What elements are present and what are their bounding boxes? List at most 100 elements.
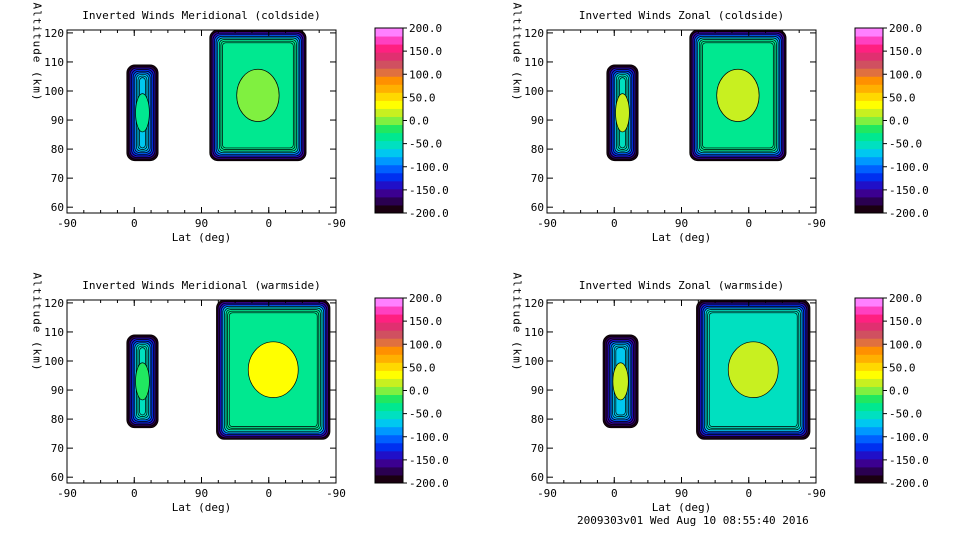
colorbar-swatch <box>855 466 883 476</box>
colorbar-swatch <box>855 188 883 198</box>
colorbar-swatch <box>855 338 883 347</box>
colorbar: 200.0 150.0 100.0 50.0 0.0 -50.0 -100.0 -150.0 -… <box>854 292 929 490</box>
colorbar-swatch <box>855 410 883 420</box>
colorbar-swatch <box>855 362 883 371</box>
y-tick-label: 120 <box>44 297 64 310</box>
contour-core <box>236 68 280 122</box>
y-axis-label: Altitude (km) <box>511 272 524 371</box>
x-tick-label: -90 <box>806 487 826 500</box>
colorbar-tick-label: 100.0 <box>889 68 922 81</box>
colorbar-swatch <box>375 330 403 339</box>
colorbar-tick-label: 150.0 <box>409 315 442 328</box>
colorbar-tick-label: 50.0 <box>409 91 436 104</box>
y-tick-label: 100 <box>44 85 64 98</box>
data-field <box>126 29 307 162</box>
y-tick-label: 110 <box>44 326 64 339</box>
colorbar-swatch <box>375 434 403 444</box>
colorbar-swatch <box>855 346 883 355</box>
x-tick-label: 90 <box>195 487 208 500</box>
x-tick-label: 0 <box>131 217 138 230</box>
colorbar-tick-label: -50.0 <box>409 408 442 421</box>
colorbar-swatch <box>855 442 883 452</box>
y-tick-label: 80 <box>51 143 64 156</box>
colorbar-swatch <box>855 306 883 315</box>
colorbar-swatch <box>855 116 883 126</box>
x-tick-label: -90 <box>326 217 346 230</box>
colorbar-swatch <box>855 418 883 428</box>
colorbar-swatch <box>375 386 403 396</box>
y-tick-label: 80 <box>531 143 544 156</box>
colorbar-tick-label: 150.0 <box>409 45 442 58</box>
colorbar-swatch <box>855 450 883 460</box>
colorbar-tick-label: 100.0 <box>409 338 442 351</box>
colorbar-swatch <box>375 156 403 166</box>
colorbar-swatch <box>375 28 403 37</box>
colorbar-swatch <box>855 60 883 69</box>
colorbar-swatch <box>375 108 403 117</box>
colorbar-swatch <box>375 338 403 347</box>
colorbar-swatch <box>375 68 403 77</box>
contour-core <box>612 362 629 401</box>
colorbar-tick-label: 150.0 <box>889 315 922 328</box>
colorbar-swatch <box>375 76 403 85</box>
colorbar-tick-label: 0.0 <box>889 385 909 398</box>
colorbar-swatch <box>375 44 403 53</box>
x-tick-label: 0 <box>745 217 752 230</box>
colorbar-swatch <box>375 418 403 428</box>
colorbar-swatch <box>855 378 883 387</box>
colorbar-swatch <box>375 370 403 379</box>
x-tick-label: 0 <box>265 217 272 230</box>
y-tick-label: 70 <box>51 172 64 185</box>
colorbar-tick-label: -150.0 <box>889 454 929 467</box>
panel-zonal-coldside: Inverted Winds Zonal (coldside) -90 0 90 0 -9… <box>511 2 929 244</box>
colorbar: 200.0 150.0 100.0 50.0 0.0 -50.0 -100.0 -150.0 -… <box>374 292 449 490</box>
colorbar-swatch <box>855 76 883 85</box>
x-axis-label: Lat (deg) <box>652 501 712 514</box>
colorbar-swatch <box>855 458 883 468</box>
colorbar-swatch <box>855 330 883 339</box>
colorbar-swatch <box>375 394 403 404</box>
contour-core <box>135 93 150 133</box>
colorbar-swatch <box>855 426 883 436</box>
colorbar-tick-label: -150.0 <box>409 454 449 467</box>
colorbar-swatch <box>855 132 883 142</box>
colorbar-swatch <box>855 322 883 331</box>
contour-core <box>716 68 760 122</box>
y-tick-label: 100 <box>524 85 544 98</box>
colorbar-swatch <box>855 354 883 363</box>
colorbar-swatch <box>855 156 883 166</box>
run-stamp: 2009303v01 Wed Aug 10 08:55:40 2016 <box>577 514 809 527</box>
colorbar-swatch <box>855 370 883 379</box>
colorbar-swatch <box>855 100 883 109</box>
colorbar-swatch <box>855 140 883 150</box>
colorbar-swatch <box>375 140 403 150</box>
y-tick-label: 60 <box>531 471 544 484</box>
x-tick-label: -90 <box>57 217 77 230</box>
colorbar-swatch <box>375 100 403 109</box>
colorbar-swatch <box>855 386 883 396</box>
colorbar-swatch <box>375 450 403 460</box>
colorbar-swatch <box>855 298 883 307</box>
colorbar-tick-label: -100.0 <box>889 431 929 444</box>
contour-core <box>615 93 630 133</box>
colorbar-tick-label: -200.0 <box>889 207 929 220</box>
colorbar-swatch <box>855 36 883 45</box>
colorbar: 200.0 150.0 100.0 50.0 0.0 -50.0 -100.0 -150.0 -… <box>854 22 929 220</box>
x-tick-label: 0 <box>265 487 272 500</box>
y-tick-label: 70 <box>51 442 64 455</box>
colorbar-swatch <box>375 92 403 101</box>
y-tick-label: 100 <box>44 355 64 368</box>
panel-meridional-warmside: Inverted Winds Meridional (warmside) -90 0… <box>31 272 449 514</box>
y-tick-label: 120 <box>44 27 64 40</box>
colorbar-swatch <box>375 204 403 214</box>
colorbar-tick-label: -150.0 <box>889 184 929 197</box>
colorbar-swatch <box>375 196 403 206</box>
chart-title: Inverted Winds Meridional (coldside) <box>82 9 320 22</box>
colorbar-swatch <box>375 132 403 142</box>
colorbar-swatch <box>855 204 883 214</box>
colorbar-tick-label: -50.0 <box>409 138 442 151</box>
colorbar-swatch <box>375 322 403 331</box>
colorbar-tick-label: 100.0 <box>409 68 442 81</box>
y-tick-label: 90 <box>51 114 64 127</box>
